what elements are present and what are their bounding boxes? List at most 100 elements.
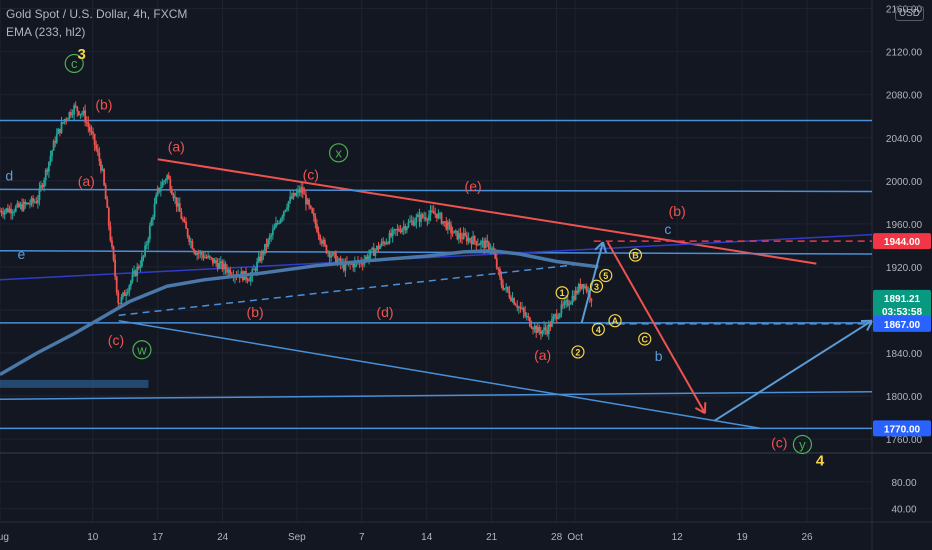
candle-body [505, 286, 508, 289]
wave-label: 4 [816, 453, 825, 470]
candle-body [137, 266, 140, 268]
candle-body [284, 209, 287, 212]
currency-badge[interactable]: USD [894, 6, 924, 21]
price-label-text: 1944.00 [884, 237, 921, 248]
candle-body [183, 220, 186, 222]
candle-body [446, 222, 449, 230]
candle-body [197, 252, 200, 254]
candle-body [377, 245, 380, 250]
candle-body [267, 239, 269, 247]
candle-body [188, 236, 191, 243]
wave-circle [328, 143, 349, 163]
wave-label: (b) [247, 304, 264, 320]
candle-body [77, 111, 80, 115]
indicator-legend[interactable]: EMA (233, hl2) [6, 25, 86, 39]
candle-body [14, 206, 17, 212]
candle-body [90, 131, 93, 133]
trend-line [118, 263, 576, 317]
candle-body [207, 255, 210, 258]
candle-body [368, 255, 370, 260]
candle-body [57, 128, 60, 134]
wave-label: (a) [78, 173, 95, 189]
candle-body [473, 236, 476, 241]
candle-body [335, 253, 337, 264]
candle-body [560, 304, 563, 314]
candle-body [49, 156, 52, 162]
candle-body [27, 202, 30, 205]
candle-body [260, 251, 263, 262]
candle-body [262, 251, 265, 254]
candle-body [563, 301, 566, 306]
candle-body [32, 198, 35, 202]
candle-body [177, 203, 180, 207]
candle-body [527, 315, 530, 318]
candle-body [141, 256, 143, 267]
candle-body [153, 203, 156, 217]
time-axis[interactable]: Aug 10 17 24 Sep 7 14 21 28 Oct 12 19 26 [0, 532, 813, 543]
candle-body [412, 220, 415, 226]
candle-body [216, 263, 219, 269]
candle-body [303, 193, 306, 195]
candle-body [442, 221, 445, 224]
candle-body [41, 185, 44, 188]
candle-body [29, 203, 31, 205]
candle-body [100, 161, 102, 171]
arrow-head [694, 406, 706, 415]
candle-body [224, 263, 227, 270]
candle-body [55, 133, 58, 143]
candle-body [437, 213, 440, 219]
candle-body [128, 285, 131, 292]
candle-body [461, 237, 463, 240]
wave-label: w [136, 342, 147, 357]
candle-body [51, 150, 53, 157]
wave-label: c [664, 221, 671, 237]
candle-body [24, 201, 27, 204]
candle-body [342, 263, 345, 271]
time-tick-label: 26 [802, 532, 814, 543]
candle-body [544, 327, 547, 330]
candle-body [314, 216, 317, 225]
candle-body [440, 213, 443, 224]
price-label-tag [873, 233, 931, 250]
wave-label: 3 [594, 282, 599, 292]
candle-body [383, 242, 386, 245]
candle-body [189, 241, 192, 243]
candle-body [369, 249, 372, 256]
candle-body [402, 226, 405, 229]
candle-body [428, 215, 430, 221]
candle-body [480, 241, 482, 245]
candle-body [495, 258, 498, 269]
candle-body [289, 196, 292, 202]
candle-body [144, 245, 146, 256]
candle-body [290, 196, 293, 199]
candle-body [40, 185, 42, 189]
candle-body [524, 312, 527, 316]
candle-body [0, 211, 3, 214]
candle-body [574, 290, 577, 300]
candle-body [417, 214, 419, 217]
candle-body [423, 217, 426, 219]
time-tick-label: Oct [567, 532, 583, 543]
wave-circle [638, 332, 652, 346]
candle-body [420, 214, 422, 222]
oscillator-pane: 80.00 40.00 [0, 478, 917, 516]
wave-circle [628, 248, 643, 262]
wave-circle [589, 279, 604, 293]
candle-body [172, 194, 175, 199]
time-tick-label: 19 [737, 532, 749, 543]
candle-body [424, 217, 427, 220]
candle-body [562, 304, 564, 306]
candle-body [106, 199, 109, 208]
candle-body [379, 245, 381, 250]
candle-body [415, 216, 418, 223]
candle-body [536, 326, 539, 333]
candle-body [145, 244, 148, 246]
candle-body [353, 261, 356, 268]
candle-body [511, 298, 514, 302]
arrow-head [594, 241, 604, 251]
candle-body [95, 144, 98, 150]
candle-body [579, 284, 582, 289]
candle-body [582, 284, 585, 289]
